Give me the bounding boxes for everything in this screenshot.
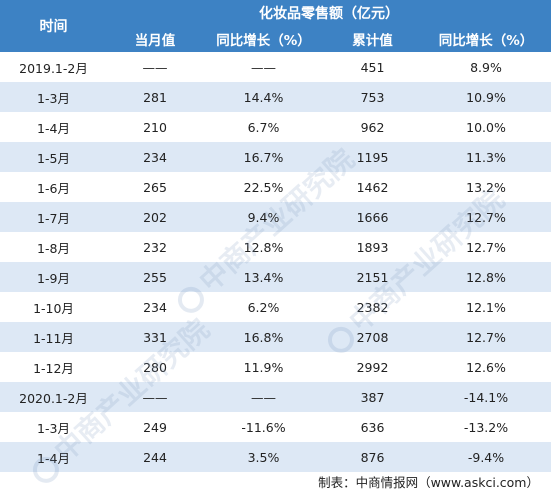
table-row: 2019.1-2月 —— —— 451 8.9% (0, 52, 551, 82)
cell-monthly-yoy: —— (251, 59, 276, 75)
cell-cumulative-yoy: 8.9% (470, 59, 502, 75)
header-monthly-value: 当月值 (134, 33, 176, 49)
cell-monthly-value: 244 (143, 449, 167, 465)
cell-monthly-yoy: -11.6% (241, 419, 286, 435)
table-row: 1-3月 281 14.4% 753 10.9% (0, 82, 551, 112)
cell-cumulative-yoy: 12.1% (466, 299, 506, 315)
cell-monthly-value: 210 (143, 119, 167, 135)
cell-cumulative-value: 2382 (356, 299, 389, 315)
cell-monthly-value: 255 (143, 269, 167, 285)
cell-monthly-value: 280 (143, 359, 167, 375)
cell-monthly-value: —— (142, 59, 168, 75)
cell-period: 2019.1-2月 (19, 60, 88, 76)
table-row: 1-5月 234 16.7% 1195 11.3% (0, 142, 551, 172)
cell-period: 1-4月 (37, 450, 70, 466)
cell-cumulative-yoy: 13.2% (466, 179, 506, 195)
cell-cumulative-value: 2151 (356, 269, 389, 285)
cell-period: 1-7月 (37, 210, 70, 226)
cell-monthly-value: 202 (143, 209, 167, 225)
cell-cumulative-yoy: -13.2% (463, 419, 509, 435)
table-row: 1-7月 202 9.4% 1666 12.7% (0, 202, 551, 232)
cell-period: 1-12月 (33, 360, 74, 376)
cell-monthly-yoy: 6.7% (247, 119, 280, 135)
header-monthly-yoy: 同比增长（%） (216, 33, 311, 49)
cell-monthly-value: 249 (143, 419, 167, 435)
cell-monthly-yoy: 16.8% (243, 329, 284, 345)
table-row: 1-8月 232 12.8% 1893 12.7% (0, 232, 551, 262)
cell-cumulative-value: 1195 (356, 149, 389, 165)
table-row: 1-6月 265 22.5% 1462 13.2% (0, 172, 551, 202)
cell-monthly-value: 234 (143, 149, 167, 165)
cell-cumulative-value: 1893 (356, 239, 389, 255)
cell-period: 1-6月 (37, 180, 70, 196)
table-row: 1-10月 234 6.2% 2382 12.1% (0, 292, 551, 322)
table-row: 1-3月 249 -11.6% 636 -13.2% (0, 412, 551, 442)
cell-monthly-value: 281 (143, 89, 167, 105)
table-row: 1-4月 210 6.7% 962 10.0% (0, 112, 551, 142)
cell-cumulative-value: 2992 (356, 359, 389, 375)
cell-monthly-yoy: 3.5% (247, 449, 280, 465)
header-cumulative-value: 累计值 (352, 33, 393, 49)
cell-period: 1-3月 (37, 420, 70, 436)
cell-period: 1-9月 (37, 270, 70, 286)
cell-monthly-yoy: 14.4% (243, 89, 284, 105)
cell-cumulative-value: 876 (360, 449, 385, 465)
cell-monthly-yoy: 22.5% (243, 179, 284, 195)
cell-monthly-value: 265 (143, 179, 167, 195)
table-row: 1-9月 255 13.4% 2151 12.8% (0, 262, 551, 292)
cell-cumulative-yoy: 11.3% (466, 149, 506, 165)
cell-monthly-yoy: 12.8% (243, 239, 284, 255)
cell-period: 1-10月 (33, 300, 74, 316)
cell-monthly-value: —— (142, 389, 168, 405)
cell-monthly-value: 331 (143, 329, 167, 345)
cell-period: 2020.1-2月 (19, 390, 88, 406)
cell-monthly-yoy: 16.7% (243, 149, 284, 165)
table-row: 1-11月 331 16.8% 2708 12.7% (0, 322, 551, 352)
table-header: 时间 化妆品零售额（亿元） 当月值 同比增长（%） 累计值 同比增长（%） (0, 0, 551, 52)
cell-cumulative-value: 962 (360, 119, 385, 135)
cell-cumulative-yoy: 10.9% (466, 89, 506, 105)
cell-period: 1-4月 (37, 120, 70, 136)
cell-cumulative-yoy: -9.4% (467, 449, 505, 465)
cell-cumulative-yoy: 12.7% (466, 209, 506, 225)
cell-monthly-yoy: —— (251, 389, 276, 405)
cell-cumulative-value: 2708 (356, 329, 389, 345)
cell-cumulative-value: 451 (360, 59, 385, 75)
cell-cumulative-yoy: 12.6% (466, 359, 506, 375)
cell-monthly-value: 234 (143, 299, 167, 315)
table-row: 2020.1-2月 —— —— 387 -14.1% (0, 382, 551, 412)
cell-cumulative-value: 636 (360, 419, 385, 435)
cell-monthly-yoy: 11.9% (243, 359, 284, 375)
header-group-title: 化妆品零售额（亿元） (259, 6, 399, 22)
header-cumulative-yoy: 同比增长（%） (438, 33, 534, 49)
header-time: 时间 (39, 19, 68, 35)
cell-period: 1-5月 (37, 150, 70, 166)
cell-cumulative-value: 1666 (356, 209, 389, 225)
cell-period: 1-8月 (37, 240, 70, 256)
cell-cumulative-yoy: 12.8% (466, 269, 506, 285)
cell-cumulative-value: 753 (360, 89, 385, 105)
cell-period: 1-11月 (33, 330, 74, 346)
cell-period: 1-3月 (37, 90, 70, 106)
cell-monthly-yoy: 13.4% (243, 269, 284, 285)
cell-monthly-value: 232 (143, 239, 167, 255)
cell-cumulative-yoy: 12.7% (466, 329, 506, 345)
table-body: 2019.1-2月 —— —— 451 8.9% 1-3月 281 14.4% 753 10.9%… (0, 52, 551, 472)
cell-monthly-yoy: 6.2% (247, 299, 280, 315)
cell-cumulative-value: 387 (360, 389, 385, 405)
cell-cumulative-yoy: -14.1% (463, 389, 509, 405)
cell-cumulative-value: 1462 (356, 179, 389, 195)
cell-monthly-yoy: 9.4% (247, 209, 280, 225)
cell-cumulative-yoy: 10.0% (466, 119, 506, 135)
cell-cumulative-yoy: 12.7% (466, 239, 506, 255)
table-row: 1-4月 244 3.5% 876 -9.4% (0, 442, 551, 472)
table-row: 1-12月 280 11.9% 2992 12.6% (0, 352, 551, 382)
footer-source: 制表：中商情报网（www.askci.com） (318, 475, 539, 490)
